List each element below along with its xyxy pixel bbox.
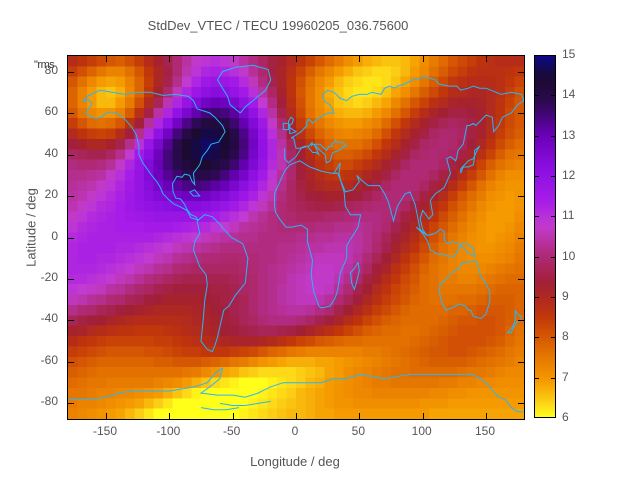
x-tick-mark-top [169,56,171,62]
colorbar-tick-mark [534,135,539,137]
heatmap-canvas [68,56,524,419]
y-axis-tick-label: -40 [40,311,58,326]
colorbar-tick-label: 15 [562,47,576,61]
y-tick-mark-right [518,154,524,156]
x-axis-tick-label: -50 [222,424,241,438]
colorbar-tick-mark [534,377,539,379]
colorbar-tick-mark [534,297,539,298]
x-tick-mark [486,413,487,419]
colorbar-tick-mark-right [551,135,556,137]
x-tick-mark [232,413,234,419]
x-tick-mark-top [232,56,234,62]
x-tick-mark-top [106,56,107,62]
colorbar-tick-label: 6 [562,410,569,424]
y-tick-mark-right [518,71,524,73]
x-axis-tick-label: -100 [156,424,181,438]
colorbar-tick-label: 8 [562,329,569,344]
colorbar-gradient [534,55,556,418]
x-tick-mark-top [296,56,297,62]
x-axis-tick-label: 0 [291,424,299,438]
y-tick-mark-right [518,237,524,239]
y-tick-mark [68,403,74,405]
y-tick-mark [68,361,74,363]
x-tick-mark-top [422,56,424,62]
colorbar-tick-mark [534,95,539,97]
y-axis-label: Latitude / deg [23,188,39,267]
x-tick-mark [296,413,297,419]
y-axis-tick-label: 60 [44,104,58,119]
y-tick-mark-right [518,278,524,280]
colorbar-tick-mark-right [551,176,556,177]
y-axis-tick-label: 0 [51,228,58,243]
x-axis-tick-label: 50 [351,424,365,438]
x-axis-tick-label: 100 [411,424,432,438]
colorbar-tick-label: 13 [562,127,576,142]
x-tick-mark-top [486,56,487,62]
colorbar-tick-mark [534,216,539,218]
heatmap-plot-area [67,55,525,420]
colorbar-tick-mark [534,256,539,258]
y-axis-tick-label: 20 [44,187,58,201]
y-axis-tick-label: -60 [40,352,58,367]
x-axis-tick-label: 150 [474,424,496,438]
x-axis-tick-label: -150 [92,424,118,438]
colorbar-tick-mark-right [551,95,556,97]
y-tick-mark-right [518,196,524,197]
x-tick-mark [359,413,361,419]
y-tick-mark-right [518,403,524,405]
key-label-artifact: "rms [34,59,55,71]
y-tick-mark [68,237,74,239]
colorbar-tick-mark [534,337,539,339]
y-tick-mark [68,320,74,322]
colorbar-tick-label: 7 [562,369,569,384]
y-axis-tick-label: 80 [44,62,58,77]
colorbar-tick-mark-right [551,337,556,339]
coastline-overlay [68,56,524,419]
colorbar-tick-label: 9 [562,289,569,303]
y-tick-mark [68,71,74,73]
colorbar-tick-mark-right [551,256,556,258]
colorbar-tick-label: 10 [562,248,576,263]
colorbar-tick-mark-right [551,297,556,298]
colorbar-tick-label: 14 [562,87,576,102]
y-tick-mark [68,278,74,280]
x-tick-mark [169,413,171,419]
colorbar-tick-mark [534,176,539,177]
y-tick-mark [68,113,74,115]
y-tick-mark-right [518,361,524,363]
y-tick-mark [68,196,74,197]
y-tick-mark-right [518,113,524,115]
y-tick-mark [68,154,74,156]
y-tick-mark-right [518,320,524,322]
colorbar-tick-label: 12 [562,168,576,182]
page-title: StdDev_VTEC / TECU 19960205_036.75600 [147,18,409,33]
y-axis-tick-label: 40 [44,145,58,160]
x-tick-mark-top [359,56,361,62]
colorbar-tick-mark-right [551,216,556,218]
colorbar-tick-label: 11 [562,208,575,223]
y-axis-tick-label: -80 [40,394,58,409]
colorbar [534,55,556,418]
x-tick-mark [106,413,107,419]
x-axis-label: Longitude / deg [250,454,340,469]
x-tick-mark [422,413,424,419]
y-axis-tick-label: -20 [40,269,58,284]
colorbar-tick-mark-right [551,377,556,379]
